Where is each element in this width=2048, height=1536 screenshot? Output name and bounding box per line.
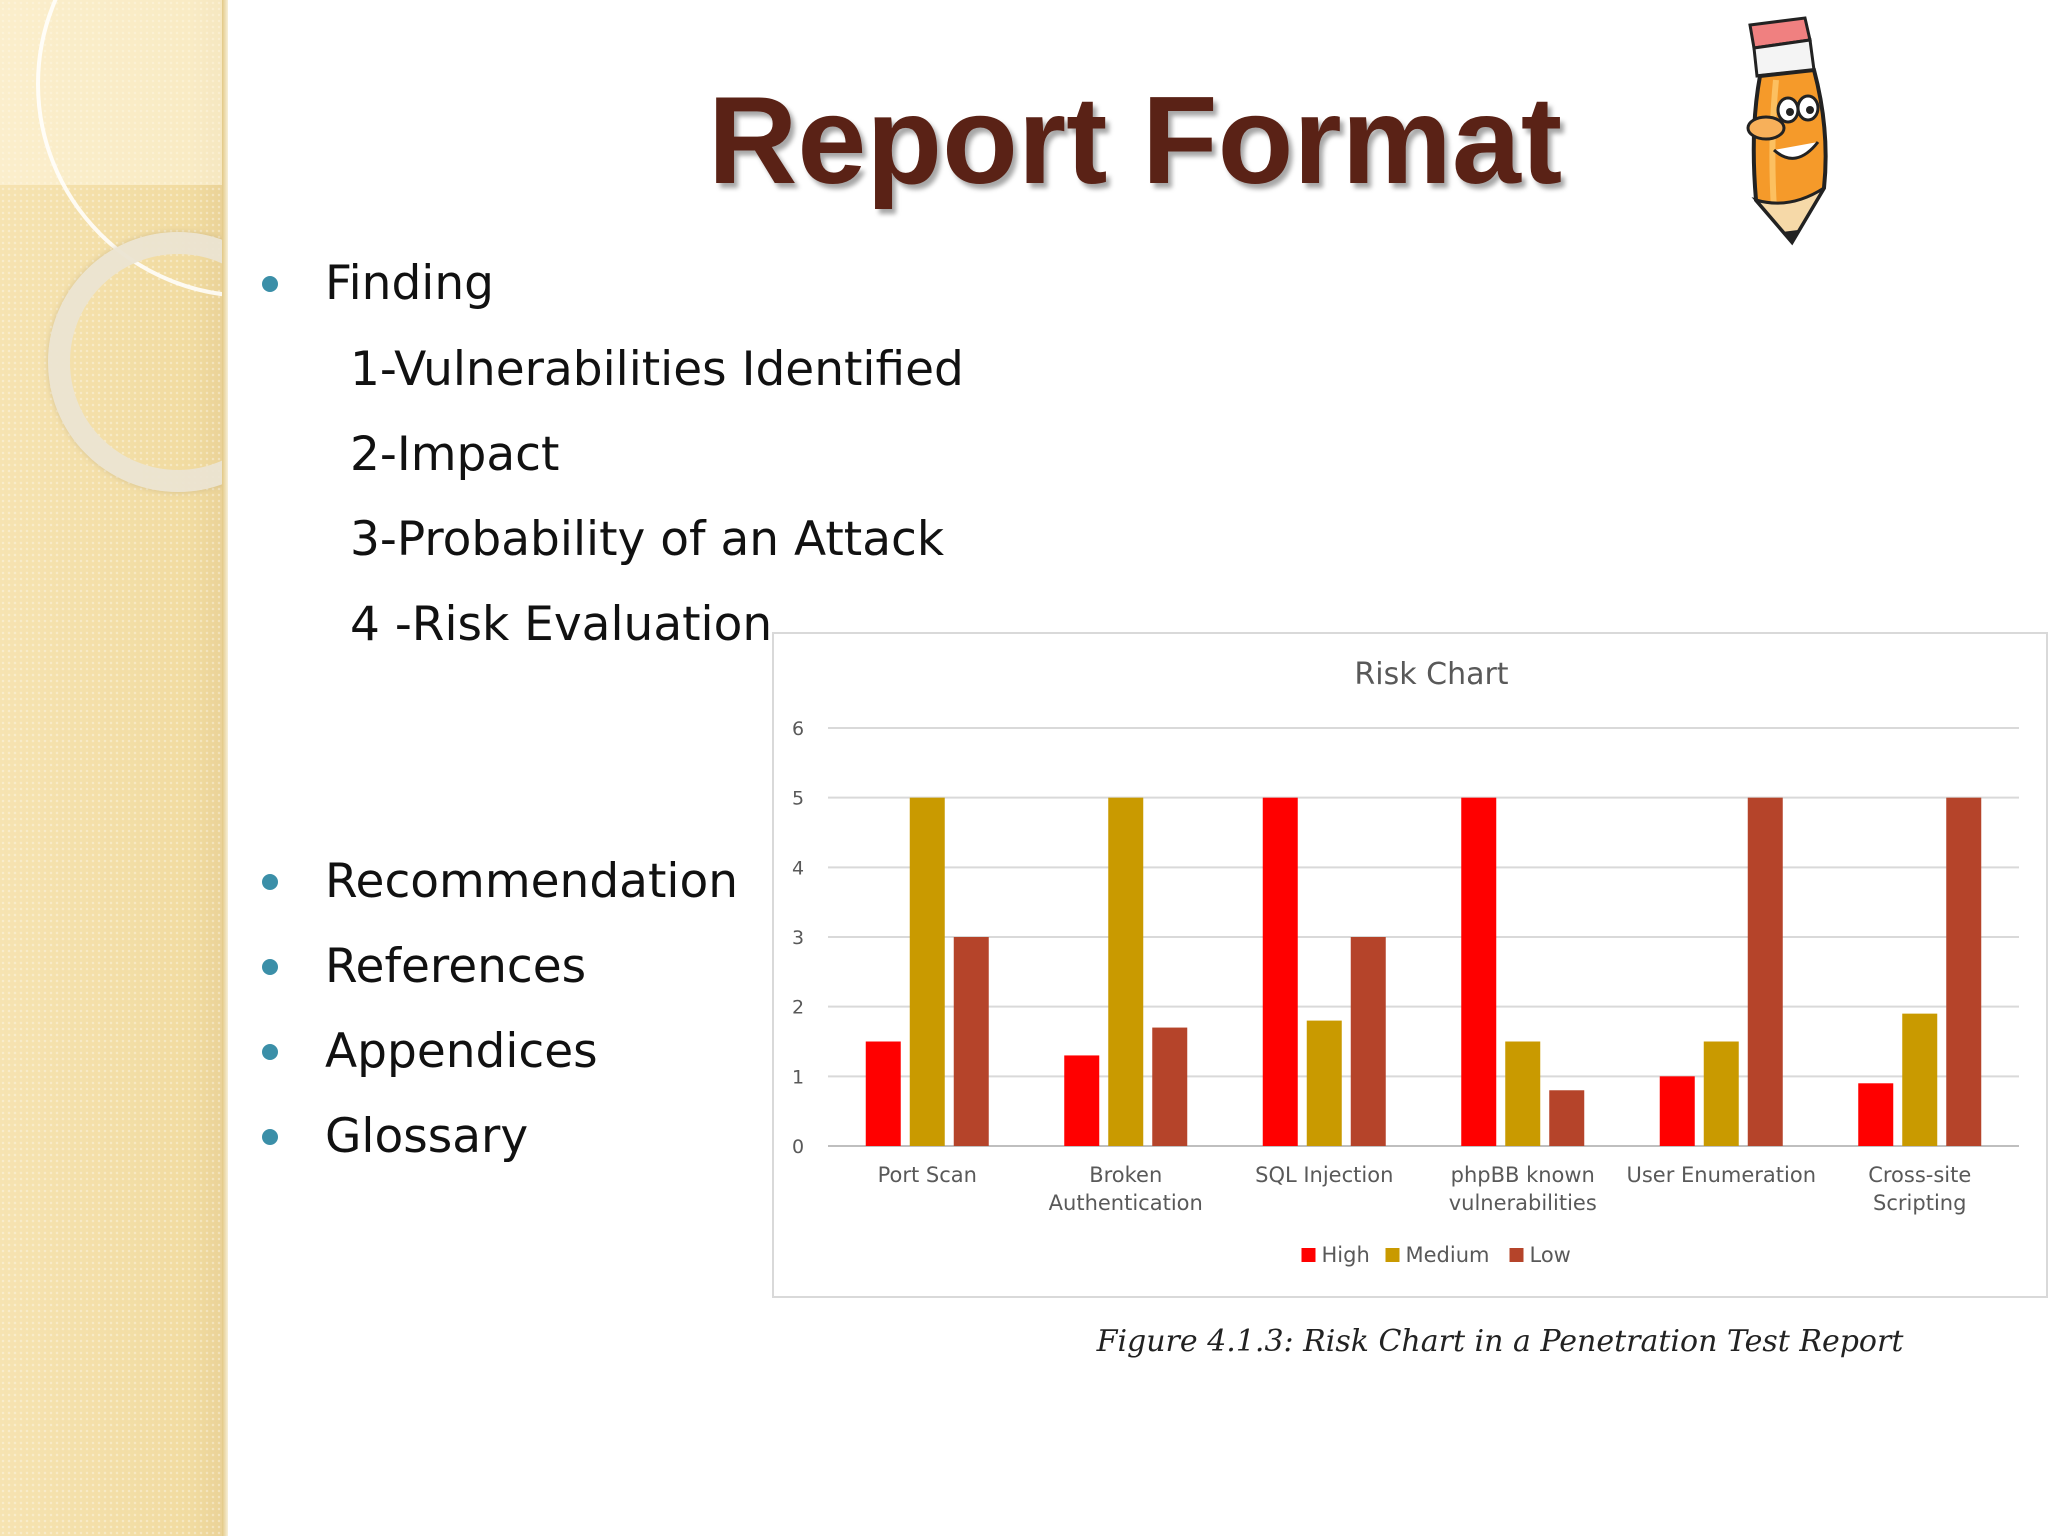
x-tick-label: SQL Injection [1255,1163,1393,1187]
x-tick-label: Cross-site Scripting [1868,1163,1971,1215]
bullet-dot-icon [262,1129,278,1145]
decorative-ring-small [48,232,226,492]
bar-low [1152,1027,1188,1146]
bullet-label: Finding [325,256,494,311]
bullet-dot-icon [262,276,278,292]
y-tick-label: 1 [792,1066,804,1088]
chart-title: Risk Chart [1354,657,1508,692]
y-tick-label: 5 [792,788,804,810]
finding-sub-item: 3-Probability of an Attack [350,512,945,567]
legend-swatch [1509,1248,1524,1262]
y-tick-label: 4 [792,857,804,879]
bar-low [1747,797,1783,1146]
y-tick-label: 0 [792,1136,804,1158]
x-tick-label: User Enumeration [1626,1163,1816,1187]
bar-medium [1108,797,1144,1146]
bullet-label: Recommendation [325,854,738,909]
bullet-dot-icon [262,1044,278,1060]
bar-medium [1902,1013,1938,1146]
finding-sub-item: 2-Impact [350,427,560,482]
bar-high [1064,1055,1100,1146]
bar-medium [1306,1020,1342,1146]
y-tick-label: 3 [792,927,804,949]
risk-chart-frame: Risk Chart 0 1 2 3 4 5 6 Port Scan Broken Authenti… [772,632,2048,1298]
bar-low [1350,937,1386,1146]
bullet-label: Appendices [325,1024,598,1079]
bullet-label: Glossary [325,1109,529,1164]
bar-medium [1703,1041,1739,1146]
legend-label: High [1322,1243,1370,1267]
bar-high [865,1041,901,1146]
risk-chart: Risk Chart 0 1 2 3 4 5 6 Port Scan Broken Authenti… [792,657,2019,1267]
decorative-side-band [0,0,226,1536]
legend-label: Medium [1406,1243,1490,1267]
slide-title: Report Format [707,72,1563,210]
bullet-label: References [325,939,587,994]
legend-label: Low [1530,1243,1571,1267]
y-tick-label: 6 [792,718,804,740]
bar-medium [909,797,945,1146]
bar-high [1262,797,1298,1146]
side-band-edge [222,0,228,1536]
finding-sub-item: 1-Vulnerabilities Identified [350,342,964,397]
bullet-dot-icon [262,874,278,890]
legend-swatch [1385,1248,1400,1262]
bullet-dot-icon [262,959,278,975]
bar-high [1659,1076,1695,1146]
bar-low [953,937,989,1146]
x-tick-label: Port Scan [878,1163,977,1187]
x-tick-label: phpBB known vulnerabilities [1449,1163,1597,1215]
x-tick-label: Broken Authentication [1049,1163,1203,1215]
bar-medium [1505,1041,1541,1146]
bar-low [1549,1090,1585,1146]
bar-low [1946,797,1982,1146]
legend-swatch [1301,1248,1316,1262]
pencil-mascot-icon [1746,16,1828,246]
y-tick-label: 2 [792,997,804,1019]
finding-sub-item: 4 -Risk Evaluation [350,597,773,652]
bar-high [1461,797,1497,1146]
figure-caption: Figure 4.1.3: Risk Chart in a Penetratio… [1096,1324,1904,1359]
bar-high [1858,1083,1894,1146]
